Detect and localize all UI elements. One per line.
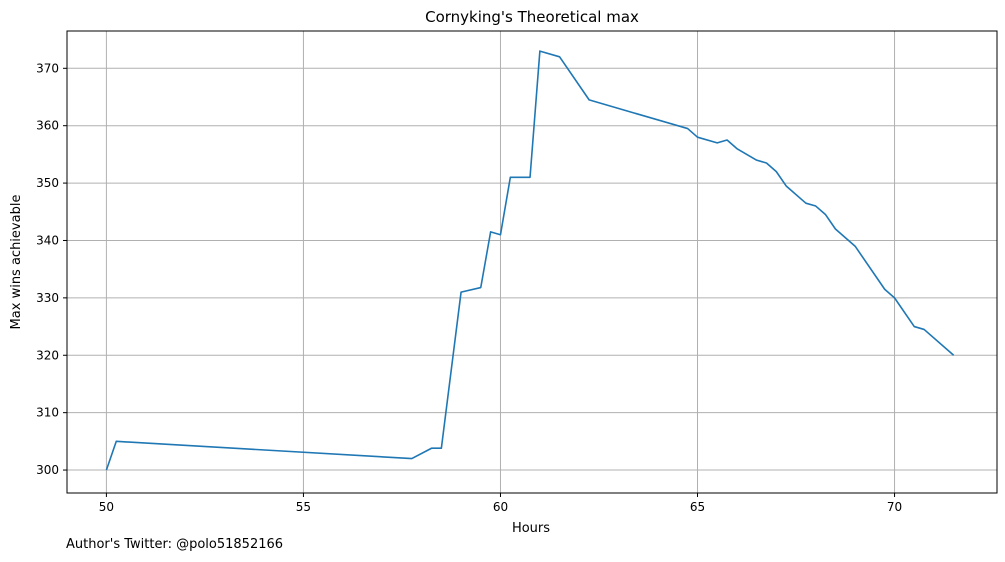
series-line — [105, 50, 955, 471]
y-tick-label: 320 — [36, 348, 59, 362]
y-tick-label: 350 — [36, 176, 59, 190]
y-tick-label: 370 — [36, 61, 59, 75]
x-tick-label: 55 — [296, 500, 311, 514]
x-tick-label: 50 — [99, 500, 114, 514]
y-tick-label: 340 — [36, 233, 59, 247]
ticks: 50 55 60 65 70 300 310 320 330 340 350 360 370 — [36, 61, 902, 514]
x-axis-label: Hours — [512, 521, 550, 536]
y-tick-label: 310 — [36, 406, 59, 420]
y-tick-label: 300 — [36, 463, 59, 477]
y-tick-label: 330 — [36, 291, 59, 305]
x-tick-label: 60 — [493, 500, 508, 514]
y-tick-label: 360 — [36, 119, 59, 133]
y-axis-label: Max wins achievable — [9, 195, 24, 330]
x-tick-label: 65 — [690, 500, 705, 514]
author-footnote: Author's Twitter: @polo51852166 — [66, 537, 284, 552]
chart-title: Cornyking's Theoretical max — [425, 8, 639, 26]
grid — [67, 31, 997, 493]
x-tick-label: 70 — [887, 500, 902, 514]
series-layer — [105, 50, 955, 471]
plot-frame — [66, 30, 998, 494]
